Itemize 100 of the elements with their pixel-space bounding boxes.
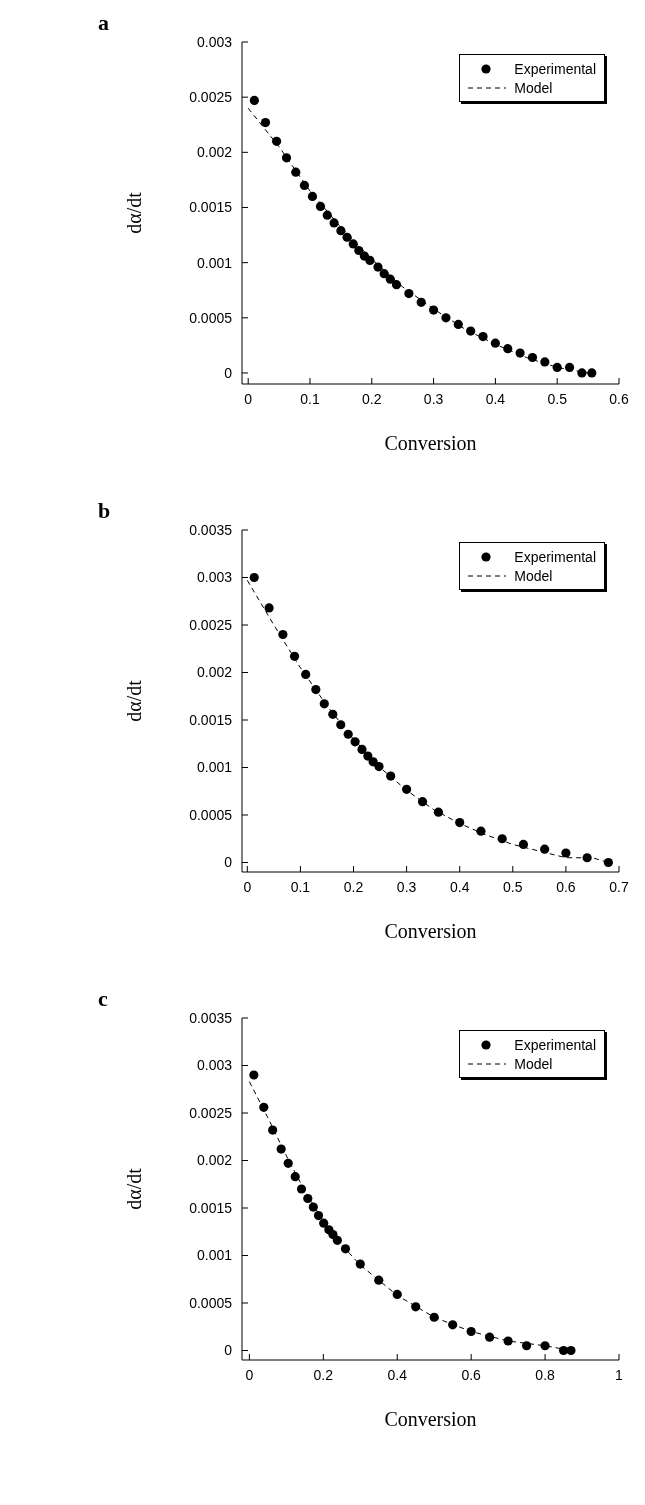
point bbox=[264, 603, 274, 613]
point bbox=[587, 368, 597, 378]
y-tick-label: 0.0015 bbox=[189, 199, 233, 216]
x-tick-label: 0.4 bbox=[449, 878, 470, 895]
point bbox=[497, 834, 507, 844]
y-tick-label: 0.001 bbox=[196, 254, 233, 271]
y-tick-label: 0.003 bbox=[196, 1057, 233, 1074]
point bbox=[433, 807, 444, 817]
point bbox=[290, 1172, 300, 1182]
x-tick-label: 0.7 bbox=[609, 878, 629, 895]
point bbox=[260, 117, 271, 128]
point bbox=[296, 1184, 307, 1194]
y-tick-label: 0.0025 bbox=[189, 1104, 233, 1121]
point bbox=[448, 1320, 458, 1330]
point bbox=[386, 771, 396, 781]
point bbox=[322, 210, 332, 220]
point bbox=[603, 857, 613, 868]
point bbox=[249, 572, 259, 583]
point bbox=[515, 348, 525, 358]
chart-title: b bbox=[98, 498, 111, 524]
point bbox=[303, 1193, 313, 1204]
point bbox=[558, 1345, 569, 1356]
point bbox=[503, 344, 513, 354]
y-axis-title: dα/dt bbox=[123, 679, 146, 722]
point bbox=[289, 651, 300, 661]
x-tick-label: 0.1 bbox=[290, 878, 311, 895]
point bbox=[391, 280, 402, 290]
point bbox=[385, 274, 395, 284]
x-axis-title: Conversion bbox=[384, 1408, 477, 1431]
chart-title: c bbox=[98, 986, 108, 1012]
point bbox=[272, 136, 282, 146]
x-tick-label: 0.6 bbox=[609, 390, 629, 407]
point bbox=[466, 1326, 476, 1337]
point bbox=[411, 1302, 421, 1312]
point bbox=[564, 362, 575, 373]
point bbox=[343, 729, 353, 739]
x-tick-label: 0.4 bbox=[387, 1366, 408, 1383]
point bbox=[582, 853, 592, 863]
point bbox=[348, 239, 358, 249]
point bbox=[329, 218, 339, 228]
legend-label: Experimental bbox=[514, 1036, 596, 1053]
point bbox=[307, 191, 318, 202]
y-tick-label: 0.002 bbox=[196, 144, 233, 161]
point bbox=[278, 629, 288, 640]
y-tick-label: 0.0015 bbox=[189, 1199, 233, 1216]
point bbox=[540, 1341, 550, 1351]
point bbox=[328, 709, 338, 719]
x-tick-label: 0.2 bbox=[362, 390, 382, 407]
point bbox=[336, 720, 346, 730]
point bbox=[374, 1275, 384, 1285]
legend-label: Model bbox=[514, 1055, 553, 1072]
point bbox=[466, 326, 476, 336]
y-tick-label: 0.0025 bbox=[189, 616, 233, 633]
y-tick-label: 0.003 bbox=[196, 569, 233, 586]
y-tick-label: 0.001 bbox=[196, 759, 233, 776]
point bbox=[308, 1202, 318, 1212]
x-axis-title: Conversion bbox=[384, 432, 477, 455]
point bbox=[291, 167, 301, 177]
x-tick-label: 0 bbox=[244, 390, 253, 407]
point bbox=[429, 1312, 439, 1322]
point bbox=[379, 269, 389, 279]
point bbox=[249, 1070, 259, 1080]
x-tick-label: 0.2 bbox=[313, 1366, 334, 1383]
x-tick-label: 0 bbox=[243, 878, 252, 895]
point bbox=[490, 338, 500, 348]
point bbox=[315, 201, 326, 211]
point bbox=[319, 699, 329, 709]
point bbox=[311, 685, 321, 695]
y-tick-label: 0.0015 bbox=[189, 711, 233, 728]
point bbox=[342, 232, 352, 242]
legend-label: Experimental bbox=[514, 60, 596, 77]
y-tick-label: 0 bbox=[224, 1342, 233, 1359]
point bbox=[281, 153, 292, 163]
legend-label: Model bbox=[514, 567, 553, 584]
point bbox=[453, 319, 463, 330]
point bbox=[540, 844, 550, 854]
point bbox=[374, 761, 384, 772]
y-axis-title: dα/dt bbox=[123, 191, 146, 234]
point bbox=[566, 1345, 576, 1356]
point bbox=[455, 818, 465, 828]
point bbox=[268, 1125, 278, 1135]
y-axis-title: dα/dt bbox=[123, 1167, 146, 1210]
y-tick-label: 0.002 bbox=[196, 1152, 233, 1169]
x-tick-label: 0.3 bbox=[396, 878, 417, 895]
y-tick-label: 0 bbox=[224, 854, 233, 871]
point bbox=[417, 797, 428, 807]
point bbox=[319, 1218, 329, 1228]
point bbox=[340, 1244, 351, 1254]
point bbox=[392, 1289, 402, 1300]
x-tick-label: 0.5 bbox=[547, 390, 568, 407]
point bbox=[354, 245, 364, 256]
point bbox=[313, 1211, 324, 1221]
point bbox=[363, 751, 373, 761]
point bbox=[336, 226, 346, 236]
y-tick-label: 0.001 bbox=[196, 1247, 233, 1264]
x-tick-label: 1 bbox=[615, 1366, 624, 1383]
point bbox=[276, 1144, 286, 1154]
point bbox=[299, 180, 310, 191]
point bbox=[561, 848, 571, 858]
point bbox=[577, 368, 587, 378]
